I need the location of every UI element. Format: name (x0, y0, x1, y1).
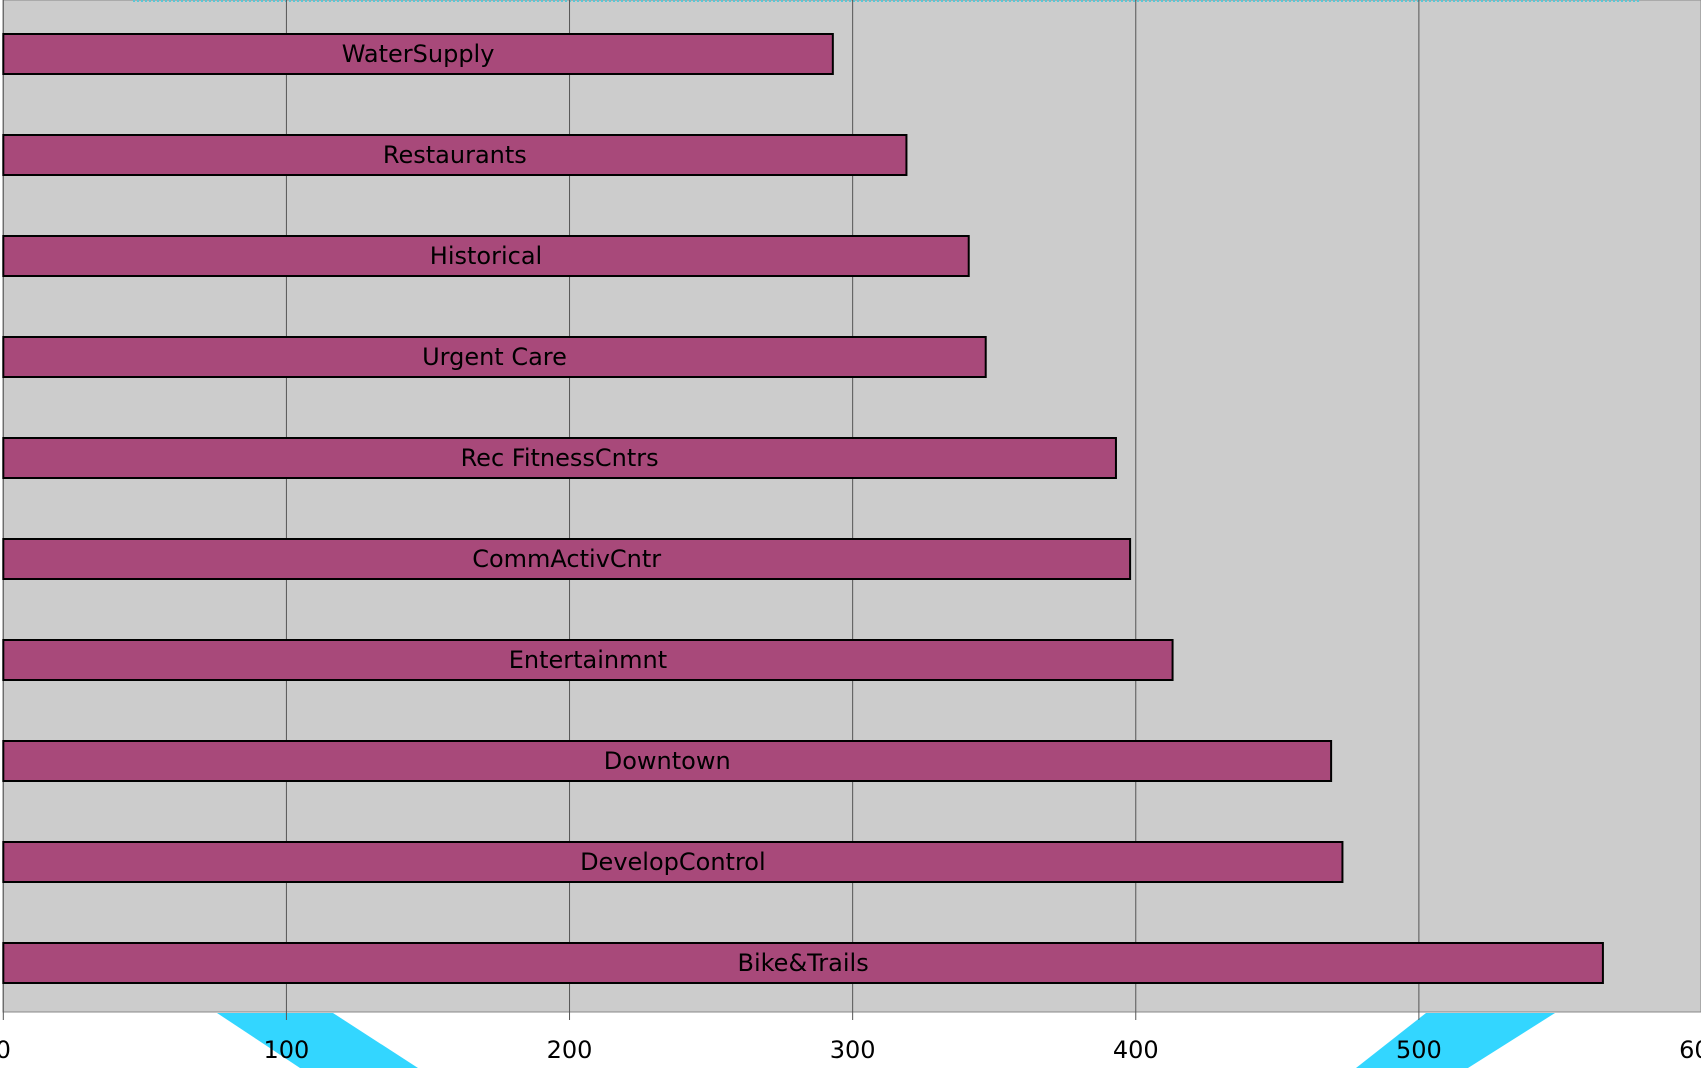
x-tick-label: 300 (830, 1036, 876, 1064)
bar (2, 942, 1604, 984)
bar (2, 639, 1174, 681)
x-tick-label: 200 (547, 1036, 593, 1064)
bar (2, 740, 1333, 782)
bar (2, 33, 834, 75)
bar-category-label: Historical (430, 242, 542, 270)
bar (2, 538, 1132, 580)
x-tick-label: 600 (1679, 1036, 1701, 1064)
bar-category-label: Entertainmnt (509, 646, 667, 674)
cyan-shape (217, 1013, 418, 1068)
bar-category-label: Restaurants (383, 141, 527, 169)
x-tick-label: 500 (1396, 1036, 1442, 1064)
bar (2, 336, 987, 378)
bar (2, 235, 970, 277)
bar-category-label: Downtown (604, 747, 731, 775)
bar (2, 437, 1117, 479)
bar (2, 841, 1344, 883)
bar-category-label: CommActivCntr (472, 545, 661, 573)
bar-category-label: Bike&Trails (738, 949, 869, 977)
bar-category-label: Urgent Care (422, 343, 567, 371)
bar-category-label: WaterSupply (342, 40, 495, 68)
x-tick-label: 400 (1113, 1036, 1159, 1064)
cyan-shape (1356, 1013, 1555, 1068)
bar-category-label: Rec FitnessCntrs (461, 444, 659, 472)
bar (2, 134, 908, 176)
x-tick-label: 100 (264, 1036, 310, 1064)
x-tick-label: 0 (0, 1036, 11, 1064)
decoration (217, 1013, 1555, 1068)
bar-category-label: DevelopControl (580, 848, 766, 876)
